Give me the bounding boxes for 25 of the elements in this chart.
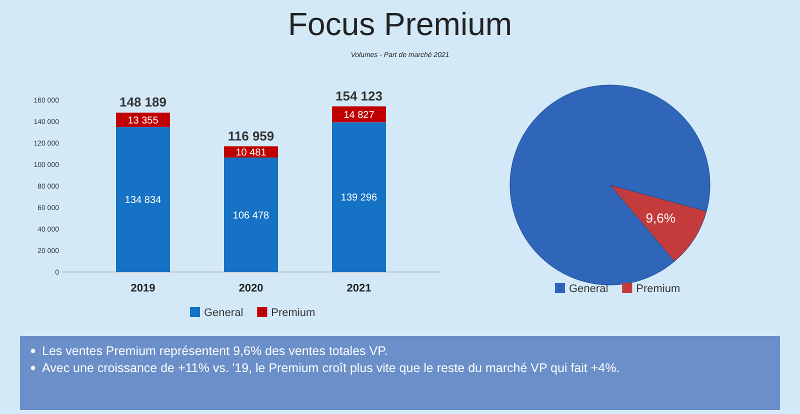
data-label: 10 481 [236, 147, 267, 158]
data-label: 14 827 [344, 110, 375, 121]
bar [224, 158, 278, 272]
legend-label: General [569, 283, 608, 295]
data-label: 106 478 [232, 210, 270, 222]
total-label: 148 189 [120, 94, 166, 110]
text: Les ventes Premium représentent 9,6% des ventes totales VP. [42, 344, 388, 358]
pie-slice [510, 84, 710, 286]
legend-label: General [204, 307, 244, 319]
data-label: 139 296 [340, 192, 378, 204]
x-tick-label: 2019 [130, 282, 156, 294]
chart-title: Focus Premium [288, 6, 512, 42]
bar [116, 127, 170, 272]
x-tick-label: 2021 [346, 282, 372, 294]
x-tick-label: 2020 [238, 282, 264, 294]
legend-label: Premium [636, 283, 680, 295]
legend-label: Premium [271, 307, 316, 319]
total-label: 116 959 [228, 128, 274, 144]
bar [332, 122, 386, 272]
data-label: 9,6% [646, 210, 676, 226]
data-label: 134 834 [124, 195, 162, 206]
data-label: 13 355 [128, 115, 159, 126]
total-label: 154 123 [336, 88, 382, 104]
text: Avec une croissance de +11% vs. '19, le Premium croît plus vite que le reste du marché VP qui fait +4%. [42, 361, 620, 375]
pie-slice [610, 184, 707, 262]
